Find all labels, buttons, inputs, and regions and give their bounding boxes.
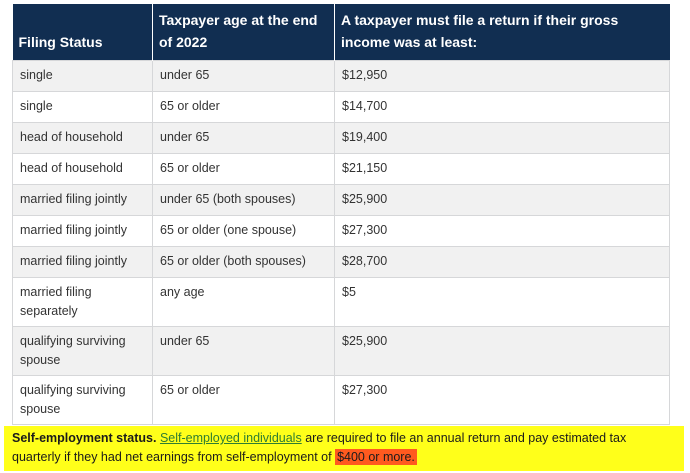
cell-filing-status: qualifying surviving spouse (12, 375, 153, 425)
cell-age: 65 or older (one spouse) (152, 215, 335, 247)
cell-filing-status: married filing jointly (12, 184, 153, 216)
note-highlight-amount: $400 or more. (335, 449, 417, 465)
cell-age: 65 or older (both spouses) (152, 246, 335, 278)
header-taxpayer-age: Taxpayer age at the end of 2022 (152, 4, 335, 61)
table-row: single 65 or older $14,700 (12, 91, 670, 123)
filing-requirements-table: Filing Status Taxpayer age at the end of… (12, 4, 670, 425)
cell-filing-status: qualifying surviving spouse (12, 326, 153, 376)
header-filing-status: Filing Status (12, 4, 153, 61)
cell-age: under 65 (152, 326, 335, 376)
cell-age: under 65 (both spouses) (152, 184, 335, 216)
cell-age: under 65 (152, 60, 335, 92)
cell-age: any age (152, 277, 335, 327)
cell-filing-status: single (12, 60, 153, 92)
header-gross-income-threshold: A taxpayer must file a return if their g… (334, 4, 670, 61)
note-lead: Self-employment status. (12, 431, 157, 445)
table-row: qualifying surviving spouse 65 or older … (12, 375, 670, 425)
self-employed-individuals-link[interactable]: Self-employed individuals (159, 431, 302, 445)
cell-income: $27,300 (334, 215, 670, 247)
cell-income: $27,300 (334, 375, 670, 425)
cell-age: under 65 (152, 122, 335, 154)
table-row: married filing jointly 65 or older (one … (12, 215, 670, 247)
cell-filing-status: married filing separately (12, 277, 153, 327)
cell-income: $12,950 (334, 60, 670, 92)
cell-income: $5 (334, 277, 670, 327)
cell-filing-status: married filing jointly (12, 246, 153, 278)
table-row: married filing jointly 65 or older (both… (12, 246, 670, 278)
cell-income: $28,700 (334, 246, 670, 278)
cell-filing-status: single (12, 91, 153, 123)
note-text: are required to file an annual return an… (12, 431, 627, 464)
cell-age: 65 or older (152, 91, 335, 123)
table-header-row: Filing Status Taxpayer age at the end of… (12, 4, 670, 61)
table-row: married filing jointly under 65 (both sp… (12, 184, 670, 216)
self-employment-note: Self-employment status. Self-employed in… (4, 426, 684, 471)
table-row: head of household 65 or older $21,150 (12, 153, 670, 185)
cell-income: $19,400 (334, 122, 670, 154)
cell-age: 65 or older (152, 375, 335, 425)
cell-filing-status: married filing jointly (12, 215, 153, 247)
cell-income: $25,900 (334, 184, 670, 216)
cell-age: 65 or older (152, 153, 335, 185)
table-row: single under 65 $12,950 (12, 60, 670, 92)
cell-income: $25,900 (334, 326, 670, 376)
table-row: married filing separately any age $5 (12, 277, 670, 327)
filing-requirements-table-wrapper: Filing Status Taxpayer age at the end of… (12, 4, 670, 425)
table-row: head of household under 65 $19,400 (12, 122, 670, 154)
table-row: qualifying surviving spouse under 65 $25… (12, 326, 670, 376)
cell-income: $21,150 (334, 153, 670, 185)
cell-income: $14,700 (334, 91, 670, 123)
cell-filing-status: head of household (12, 153, 153, 185)
cell-filing-status: head of household (12, 122, 153, 154)
